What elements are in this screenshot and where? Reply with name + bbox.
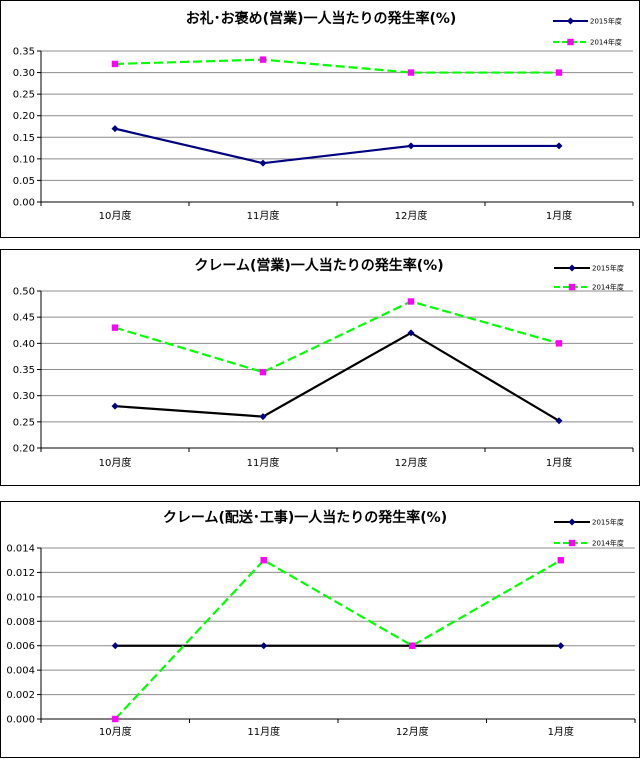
x-tick-label: 10月度: [99, 209, 132, 222]
data-point-1: [111, 125, 119, 133]
y-tick-label: 0.008: [6, 617, 35, 628]
y-tick-label: 0.012: [6, 568, 35, 579]
chart-title: クレーム(営業)一人当たりの発生率(%): [194, 257, 443, 274]
legend-marker: [568, 518, 576, 526]
chart-panel-2: クレーム(営業)一人当たりの発生率(%) 0.20 0.25 0.30 0.35 0.40…: [0, 249, 640, 486]
series-line-1: [114, 331, 560, 422]
data-point-1: [555, 417, 563, 425]
data-point-2: [111, 324, 119, 331]
data-point-1: [111, 402, 119, 410]
x-tick-label: 12月度: [395, 209, 428, 222]
data-point-1: [111, 642, 119, 650]
y-tick-label: 0.010: [6, 592, 35, 603]
data-point-1: [557, 642, 565, 650]
legend-marker: [567, 17, 574, 25]
data-point-2: [555, 69, 563, 76]
data-point-2: [555, 340, 563, 347]
x-tick-label: 1月度: [546, 209, 572, 222]
y-tick-label: 0.25: [13, 417, 35, 428]
y-tick-label: 0.30: [13, 68, 35, 79]
legend-label: 2015年度: [590, 17, 622, 26]
x-tick-label: 11月度: [247, 456, 280, 469]
y-tick-label: 0.10: [13, 154, 35, 165]
y-tick-label: 0.006: [6, 641, 35, 652]
series-line-1: [114, 127, 559, 165]
chart-1: お礼･お褒め(営業)一人当たりの発生率(%) 0.00 0.05 0.10 0.15 0.…: [13, 10, 634, 222]
x-tick-label: 12月度: [395, 456, 428, 469]
legend-label: 2015年度: [592, 518, 624, 527]
y-tick-label: 0.35: [13, 365, 35, 376]
y-tick-label: 0.20: [13, 444, 35, 455]
chart-panel-1: お礼･お褒め(営業)一人当たりの発生率(%) 0.00 0.05 0.10 0.15 0.…: [0, 0, 640, 238]
y-tick-label: 0.002: [6, 690, 35, 701]
y-tick-label: 0.014: [6, 544, 35, 555]
y-tick-label: 0.004: [6, 666, 35, 677]
data-point-1: [407, 329, 415, 337]
data-point-2: [557, 557, 564, 564]
data-point-2: [259, 56, 267, 63]
y-tick-label: 0.35: [13, 47, 35, 58]
data-point-2: [259, 368, 267, 376]
series-line-2: [114, 300, 560, 374]
y-tick-label: 0.40: [13, 339, 35, 350]
data-point-1: [260, 642, 268, 650]
data-point-2: [112, 715, 119, 723]
chart-panel-3: クレーム(配送･工事)一人当たりの発生率(%) 0.000 0.002 0.004 0.…: [0, 501, 640, 758]
data-point-1: [407, 142, 415, 150]
y-tick-label: 0.00: [13, 198, 35, 209]
data-point-1: [555, 142, 563, 150]
legend-marker: [568, 264, 576, 272]
legend-label: 2014年度: [590, 38, 622, 47]
y-tick-label: 0.05: [13, 176, 35, 187]
y-tick-label: 0.000: [6, 715, 35, 726]
data-point-1: [259, 413, 267, 421]
x-tick-label: 10月度: [99, 725, 132, 738]
x-tick-label: 10月度: [99, 456, 132, 469]
x-tick-label: 11月度: [247, 209, 280, 222]
x-tick-label: 1月度: [546, 456, 572, 469]
legend-label: 2014年度: [592, 539, 624, 548]
data-point-1: [259, 159, 267, 167]
chart-3: クレーム(配送･工事)一人当たりの発生率(%) 0.000 0.002 0.004 0.…: [6, 509, 636, 738]
chart-title: クレーム(配送･工事)一人当たりの発生率(%): [163, 509, 447, 526]
chart-title: お礼･お褒め(営業)一人当たりの発生率(%): [186, 10, 457, 27]
data-point-2: [407, 69, 415, 76]
y-tick-label: 0.30: [13, 391, 35, 402]
data-point-2: [260, 557, 267, 564]
x-tick-label: 12月度: [396, 725, 429, 738]
legend-marker: [567, 38, 574, 46]
y-tick-label: 0.20: [13, 111, 35, 122]
y-tick-label: 0.50: [13, 287, 35, 298]
y-tick-label: 0.15: [13, 133, 35, 144]
x-tick-label: 11月度: [247, 725, 280, 738]
y-tick-label: 0.45: [13, 313, 35, 324]
data-point-2: [407, 298, 415, 305]
data-point-2: [111, 60, 119, 68]
legend-marker: [568, 283, 576, 291]
chart-2: クレーム(営業)一人当たりの発生率(%) 0.20 0.25 0.30 0.35 0.40…: [13, 257, 634, 469]
legend-label: 2015年度: [592, 264, 624, 273]
data-point-2: [409, 642, 416, 649]
series-line-2: [114, 58, 559, 74]
legend-marker: [568, 539, 576, 547]
legend-label: 2014年度: [592, 283, 624, 292]
x-tick-label: 1月度: [548, 725, 574, 738]
y-tick-label: 0.25: [13, 90, 35, 101]
series-line-2: [114, 558, 562, 720]
